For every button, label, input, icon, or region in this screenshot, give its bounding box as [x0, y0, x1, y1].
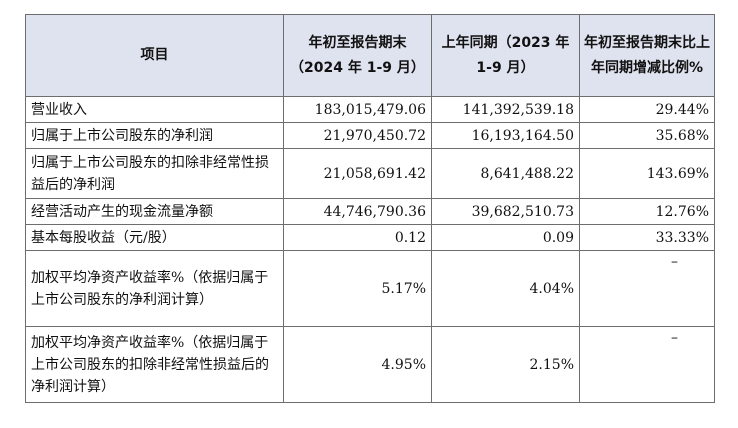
row-current: 5.17% — [283, 250, 432, 327]
row-change: – — [579, 326, 715, 403]
table-row: 营业收入 183,015,479.06 141,392,539.18 29.44… — [25, 96, 715, 123]
row-change: 143.69% — [579, 148, 715, 199]
table-row: 加权平均净资产收益率%（依据归属于上市公司股东的净利润计算） 5.17% 4.0… — [25, 250, 715, 327]
row-prior: 2.15% — [431, 326, 580, 403]
table-row: 经营活动产生的现金流量净额 44,746,790.36 39,682,510.7… — [25, 198, 715, 225]
header-item: 项目 — [25, 14, 284, 97]
row-prior: 4.04% — [431, 250, 580, 327]
row-current: 44,746,790.36 — [283, 198, 432, 225]
row-current: 21,970,450.72 — [283, 122, 432, 149]
row-prior: 39,682,510.73 — [431, 198, 580, 225]
row-change: – — [579, 250, 715, 327]
row-current: 4.95% — [283, 326, 432, 403]
row-item: 加权平均净资产收益率%（依据归属于上市公司股东的净利润计算） — [25, 250, 284, 327]
row-change: 35.68% — [579, 122, 715, 149]
row-item: 营业收入 — [25, 96, 284, 123]
row-prior: 141,392,539.18 — [431, 96, 580, 123]
row-current: 0.12 — [283, 224, 432, 251]
financial-summary-table: 项目 年初至报告期末（2024 年 1-9 月） 上年同期（2023 年 1-9… — [25, 14, 715, 403]
row-item: 归属于上市公司股东的净利润 — [25, 122, 284, 149]
header-prior-period: 上年同期（2023 年 1-9 月） — [431, 14, 580, 97]
row-item: 经营活动产生的现金流量净额 — [25, 198, 284, 225]
header-change-percent: 年初至报告期末比上年同期增减比例% — [579, 14, 715, 97]
table-row: 加权平均净资产收益率%（依据归属于上市公司股东的扣除非经常性损益后的净利润计算）… — [25, 326, 715, 403]
row-change: 12.76% — [579, 198, 715, 225]
row-change: 29.44% — [579, 96, 715, 123]
row-current: 183,015,479.06 — [283, 96, 432, 123]
row-current: 21,058,691.42 — [283, 148, 432, 199]
table-row: 基本每股收益（元/股） 0.12 0.09 33.33% — [25, 224, 715, 251]
row-prior: 8,641,488.22 — [431, 148, 580, 199]
table-row: 归属于上市公司股东的扣除非经常性损益后的净利润 21,058,691.42 8,… — [25, 148, 715, 199]
header-row: 项目 年初至报告期末（2024 年 1-9 月） 上年同期（2023 年 1-9… — [25, 14, 715, 97]
row-item: 基本每股收益（元/股） — [25, 224, 284, 251]
row-item: 加权平均净资产收益率%（依据归属于上市公司股东的扣除非经常性损益后的净利润计算） — [25, 326, 284, 403]
row-change: 33.33% — [579, 224, 715, 251]
row-prior: 16,193,164.50 — [431, 122, 580, 149]
row-item: 归属于上市公司股东的扣除非经常性损益后的净利润 — [25, 148, 284, 199]
table-row: 归属于上市公司股东的净利润 21,970,450.72 16,193,164.5… — [25, 122, 715, 149]
header-current-period: 年初至报告期末（2024 年 1-9 月） — [283, 14, 432, 97]
row-prior: 0.09 — [431, 224, 580, 251]
